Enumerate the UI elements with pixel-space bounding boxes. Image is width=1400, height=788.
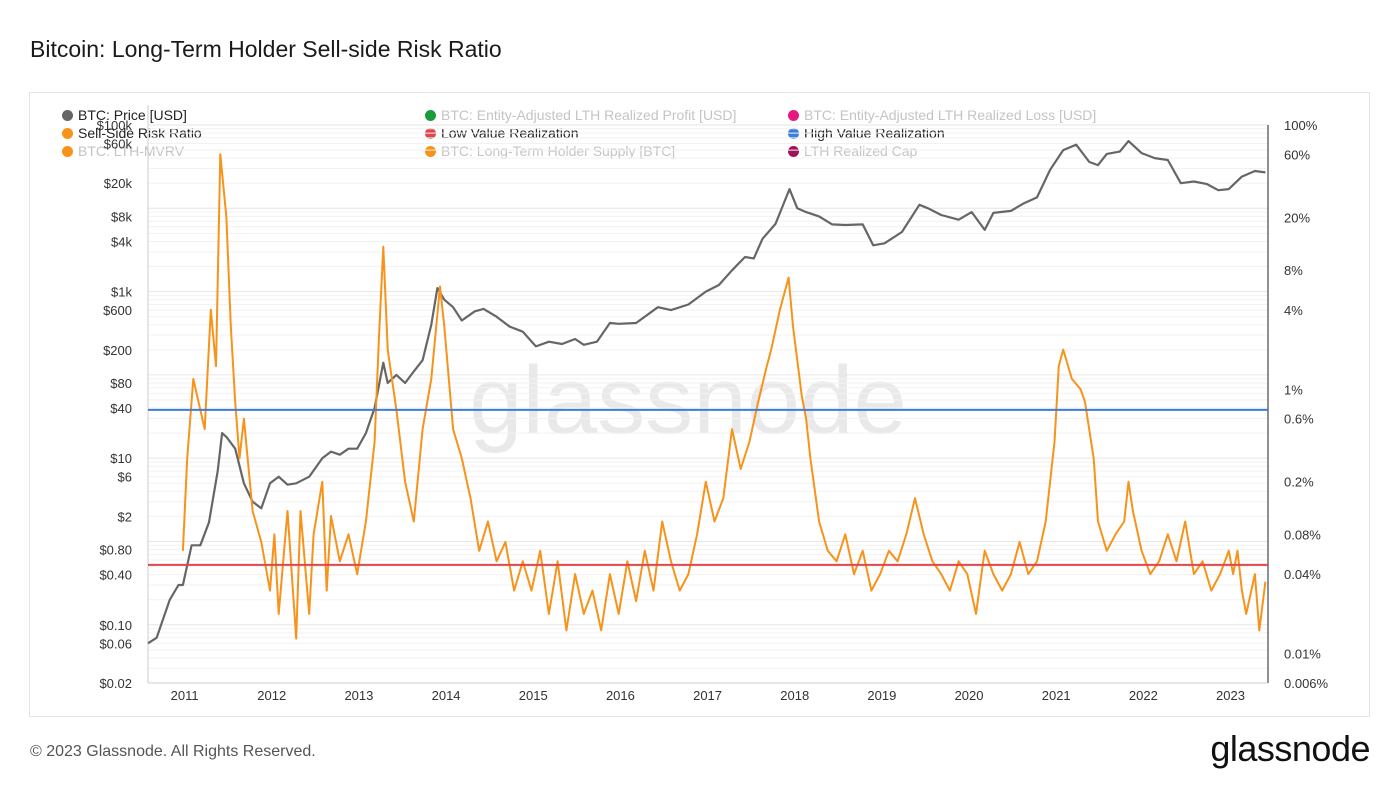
y-right-tick-label: 0.2% [1284, 475, 1314, 490]
x-tick-label: 2023 [1216, 688, 1245, 703]
x-tick-label: 2017 [693, 688, 722, 703]
price-series-line [147, 140, 1266, 645]
x-tick-label: 2015 [519, 688, 548, 703]
y-left-tick-label: $600 [103, 303, 132, 318]
y-left-tick-label: $0.40 [99, 568, 132, 583]
y-left-tick-label: $0.02 [99, 676, 132, 691]
legend-label: BTC: Entity-Adjusted LTH Realized Loss [… [804, 107, 1097, 123]
y-right-tick-label: 60% [1284, 147, 1310, 162]
y-left-tick-label: $10 [110, 451, 132, 466]
y-left-tick-label: $0.80 [99, 543, 132, 558]
y-left-tick-label: $100k [97, 118, 133, 133]
y-right-tick-label: 4% [1284, 303, 1303, 318]
legend-dot-icon [788, 109, 799, 121]
y-left-tick-label: $0.06 [99, 636, 132, 651]
legend-label: BTC: Entity-Adjusted LTH Realized Profit… [441, 107, 737, 123]
y-left-tick-label: $2 [118, 509, 132, 524]
y-left-tick-label: $6 [118, 470, 132, 485]
copyright-footer: © 2023 Glassnode. All Rights Reserved. [30, 743, 316, 760]
legend-label: LTH Realized Cap [804, 143, 918, 159]
y-left-tick-label: $60k [104, 136, 133, 151]
y-right-tick-label: 100% [1284, 118, 1318, 133]
y-left-tick-label: $40 [110, 401, 132, 416]
y-left-tick-label: $0.10 [99, 618, 132, 633]
x-tick-label: 2011 [171, 688, 199, 703]
x-tick-label: 2013 [344, 688, 373, 703]
legend-label: BTC: Long-Term Holder Supply [BTC] [441, 143, 676, 159]
legend-dot-icon [62, 145, 73, 157]
y-left-tick-label: $20k [104, 176, 133, 191]
legend-item[interactable]: BTC: Entity-Adjusted LTH Realized Loss [… [788, 107, 1096, 123]
legend-label: BTC: Price [USD] [78, 107, 187, 123]
y-right-tick-label: 1% [1284, 382, 1303, 397]
x-tick-label: 2018 [780, 688, 809, 703]
watermark-text: glassnode [469, 347, 907, 454]
chart-panel: BTC: Price [USD] BTC: Entity-Adjusted LTH… [29, 92, 1370, 717]
glassnode-logo: glassnode [1210, 728, 1370, 769]
legend-label: BTC: LTH-MVRV [78, 143, 185, 159]
y-left-tick-label: $1k [111, 285, 132, 300]
legend-dot-icon [425, 145, 436, 157]
y-right-tick-label: 8% [1284, 263, 1303, 278]
legend-item[interactable]: LTH Realized Cap [788, 143, 917, 159]
x-tick-label: 2021 [1042, 688, 1071, 703]
y-right-tick-label: 0.01% [1284, 647, 1321, 662]
y-left-tick-label: $200 [103, 343, 132, 358]
x-tick-label: 2012 [257, 688, 286, 703]
y-left-tick-label: $8k [111, 209, 132, 224]
legend-dot-icon [788, 145, 799, 157]
sell-side-risk-series-line [181, 153, 1267, 640]
chart-title: Bitcoin: Long-Term Holder Sell-side Risk… [30, 36, 502, 62]
y-right-tick-label: 0.08% [1284, 527, 1321, 542]
x-tick-label: 2020 [955, 688, 984, 703]
y-right-tick-label: 0.006% [1284, 676, 1329, 691]
legend-dot-icon [425, 109, 436, 121]
y-right-tick-label: 0.04% [1284, 567, 1321, 582]
x-tick-label: 2022 [1129, 688, 1158, 703]
x-tick-label: 2019 [867, 688, 896, 703]
y-left-tick-label: $4k [111, 234, 132, 249]
legend-item[interactable]: BTC: Long-Term Holder Supply [BTC] [425, 143, 675, 159]
legend-item[interactable]: BTC: Entity-Adjusted LTH Realized Profit… [425, 107, 736, 123]
y-right-tick-label: 0.6% [1284, 412, 1314, 427]
legend-item[interactable]: BTC: LTH-MVRV [62, 143, 184, 159]
y-right-tick-label: 20% [1284, 210, 1310, 225]
x-tick-label: 2014 [432, 688, 461, 703]
legend-item[interactable]: BTC: Price [USD] [62, 107, 187, 123]
x-tick-label: 2016 [606, 688, 635, 703]
legend-dot-icon [62, 127, 73, 139]
legend-dot-icon [62, 109, 73, 121]
chart-svg: glassnode $100k $60k $20k $8k $4k $1k $600 $200 $… [97, 105, 1329, 703]
y-left-tick-label: $80 [110, 376, 132, 391]
